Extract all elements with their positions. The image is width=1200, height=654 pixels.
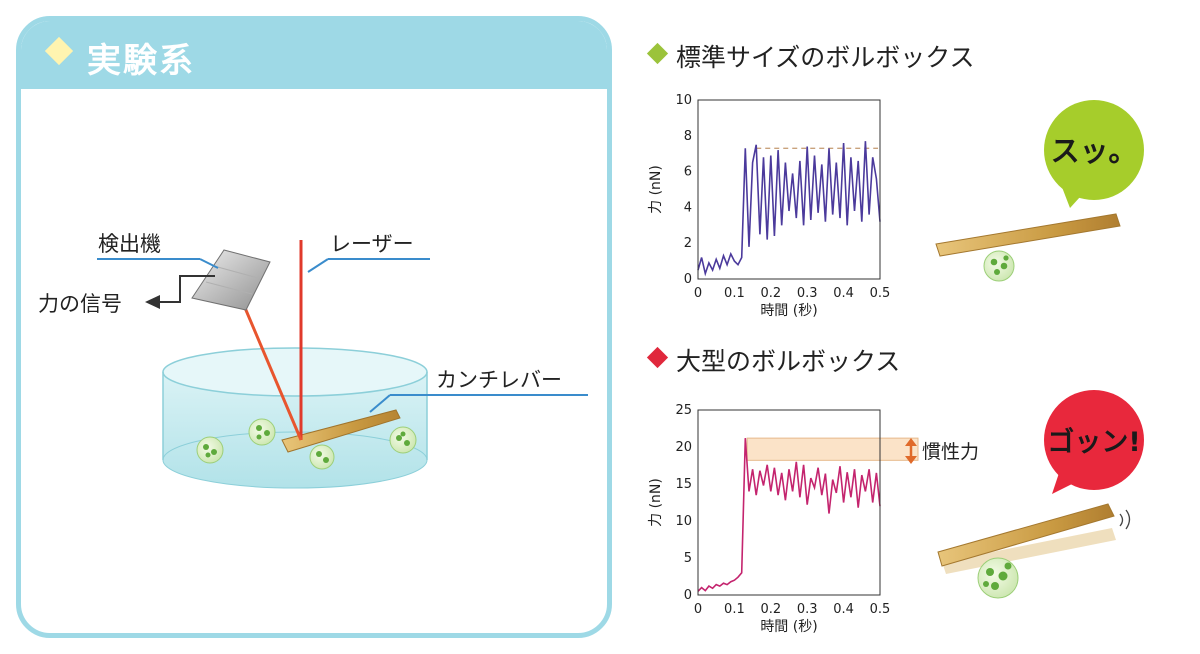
force-series-line xyxy=(697,438,881,592)
petri-dish xyxy=(162,347,428,489)
chart-standard-volvox: 0 0.1 0.2 0.3 0.4 0.5 0 2 4 6 8 10 時間 (秒) 力 (nN) xyxy=(648,93,890,319)
volvox-cell xyxy=(389,426,417,454)
x-tick-label: 0.5 xyxy=(870,286,891,301)
plot-frame xyxy=(697,99,881,280)
bubble-text-standard: スッ。 xyxy=(1051,134,1138,168)
x-tick-label: 0 xyxy=(694,602,702,617)
cantilever-label: カンチレバー xyxy=(436,368,562,392)
x-tick-labels: 0 0.1 0.2 0.3 0.4 0.5 xyxy=(694,602,890,617)
x-tick-label: 0.1 xyxy=(724,286,745,301)
x-tick-label: 0.4 xyxy=(833,286,854,301)
setup-diagram xyxy=(97,240,588,489)
laser-label: レーザー xyxy=(330,232,414,256)
volvox-cell xyxy=(248,418,276,446)
force-signal-label: 力の信号 xyxy=(38,292,122,316)
reflected-beam xyxy=(238,295,303,441)
y-tick-label: 10 xyxy=(675,514,692,529)
inertia-double-arrow-icon xyxy=(905,438,917,464)
section2-title: 大型のボルボックス xyxy=(676,347,901,376)
y-tick-labels: 0 2 4 6 8 10 xyxy=(675,93,692,287)
detector xyxy=(191,249,271,311)
signal-line xyxy=(160,275,215,303)
laser-leader xyxy=(307,258,329,273)
x-axis-label: 時間 (秒) xyxy=(760,303,817,319)
setup-title: 実験系 xyxy=(87,41,195,81)
bubble-text-large: ゴッン! xyxy=(1047,426,1140,458)
y-tick-label: 20 xyxy=(675,440,692,455)
y-tick-label: 6 xyxy=(684,165,692,180)
inertial-force-label: 慣性力 xyxy=(922,441,979,463)
cantilever xyxy=(281,409,401,453)
y-axis-label: 力 (nN) xyxy=(648,478,664,527)
y-tick-label: 25 xyxy=(675,403,692,418)
y-tick-label: 0 xyxy=(684,588,692,603)
speech-bubble-standard: スッ。 xyxy=(1044,100,1144,208)
y-tick-label: 4 xyxy=(684,200,692,215)
y-tick-label: 2 xyxy=(684,236,692,251)
x-tick-label: 0.2 xyxy=(760,286,781,301)
volvox-cell xyxy=(309,444,335,470)
x-tick-label: 0.3 xyxy=(797,602,818,617)
x-tick-labels: 0 0.1 0.2 0.3 0.4 0.5 xyxy=(694,286,890,301)
x-tick-label: 0.2 xyxy=(760,602,781,617)
force-series-line xyxy=(697,141,881,277)
y-axis-label: 力 (nN) xyxy=(648,165,664,214)
x-tick-label: 0 xyxy=(694,286,702,301)
volvox-cells xyxy=(196,418,417,470)
setup-panel-header: 実験系 xyxy=(21,21,607,89)
detector-leader-diag xyxy=(199,258,219,269)
y-tick-label: 0 xyxy=(684,272,692,287)
volvox-cell xyxy=(196,436,224,464)
cantilever-illustration-large xyxy=(937,503,1131,599)
x-axis-label: 時間 (秒) xyxy=(760,619,817,635)
y-tick-label: 8 xyxy=(684,129,692,144)
y-tick-labels: 0 5 10 15 20 25 xyxy=(675,403,692,603)
chart-large-volvox: 0 0.1 0.2 0.3 0.4 0.5 0 5 10 15 20 25 時間 (秒) 力 (nN… xyxy=(648,403,979,635)
plot-frame xyxy=(697,409,881,596)
x-tick-label: 0.1 xyxy=(724,602,745,617)
x-tick-label: 0.4 xyxy=(833,602,854,617)
x-tick-label: 0.5 xyxy=(870,602,891,617)
section1-title: 標準サイズのボルボックス xyxy=(676,43,975,72)
inertial-force-band xyxy=(746,437,919,461)
x-tick-label: 0.3 xyxy=(797,286,818,301)
y-tick-label: 10 xyxy=(675,93,692,108)
detector-label: 検出機 xyxy=(98,232,161,256)
cantilever-leader xyxy=(369,394,391,413)
y-tick-label: 5 xyxy=(684,551,692,566)
speech-bubble-large: ゴッン! xyxy=(1044,390,1144,494)
signal-arrow-icon xyxy=(145,295,160,309)
setup-panel: 実験系 xyxy=(16,16,612,638)
cantilever-illustration-standard xyxy=(935,213,1121,282)
y-tick-label: 15 xyxy=(675,477,692,492)
